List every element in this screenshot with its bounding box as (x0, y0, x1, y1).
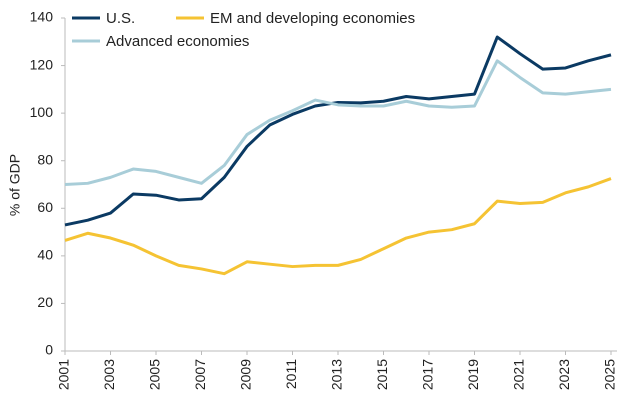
y-tick-label: 0 (45, 342, 53, 358)
x-tick-label: 2023 (556, 359, 572, 390)
x-tick-label: 2007 (192, 359, 208, 390)
y-tick-label: 80 (37, 151, 53, 167)
series-line (64, 59, 612, 186)
y-tick-label: 40 (37, 247, 53, 263)
x-tick-label: 2017 (420, 359, 436, 390)
y-tick-label: 100 (30, 104, 54, 120)
y-tick-label: 60 (37, 199, 53, 215)
series-line (64, 177, 612, 276)
series-line (64, 35, 612, 227)
y-axis-label: % of GDP (7, 154, 23, 216)
x-tick-label: 2003 (101, 359, 117, 390)
legend-label: EM and developing economies (210, 10, 415, 27)
y-tick-label: 120 (30, 56, 54, 72)
x-tick-label: 2013 (329, 359, 345, 390)
y-tick-label: 20 (37, 294, 53, 310)
x-tick-label: 2021 (511, 359, 527, 390)
x-tick-label: 2001 (56, 359, 72, 390)
x-tick-label: 2015 (374, 359, 390, 390)
legend-label: U.S. (106, 10, 135, 27)
x-tick-label: 2005 (147, 359, 163, 390)
x-tick-label: 2019 (465, 359, 481, 390)
y-tick-label: 140 (30, 9, 54, 25)
x-tick-label: 2025 (602, 359, 618, 390)
x-tick-label: 2011 (283, 359, 299, 389)
legend-label: Advanced economies (106, 33, 249, 50)
x-tick-label: 2009 (238, 359, 254, 390)
